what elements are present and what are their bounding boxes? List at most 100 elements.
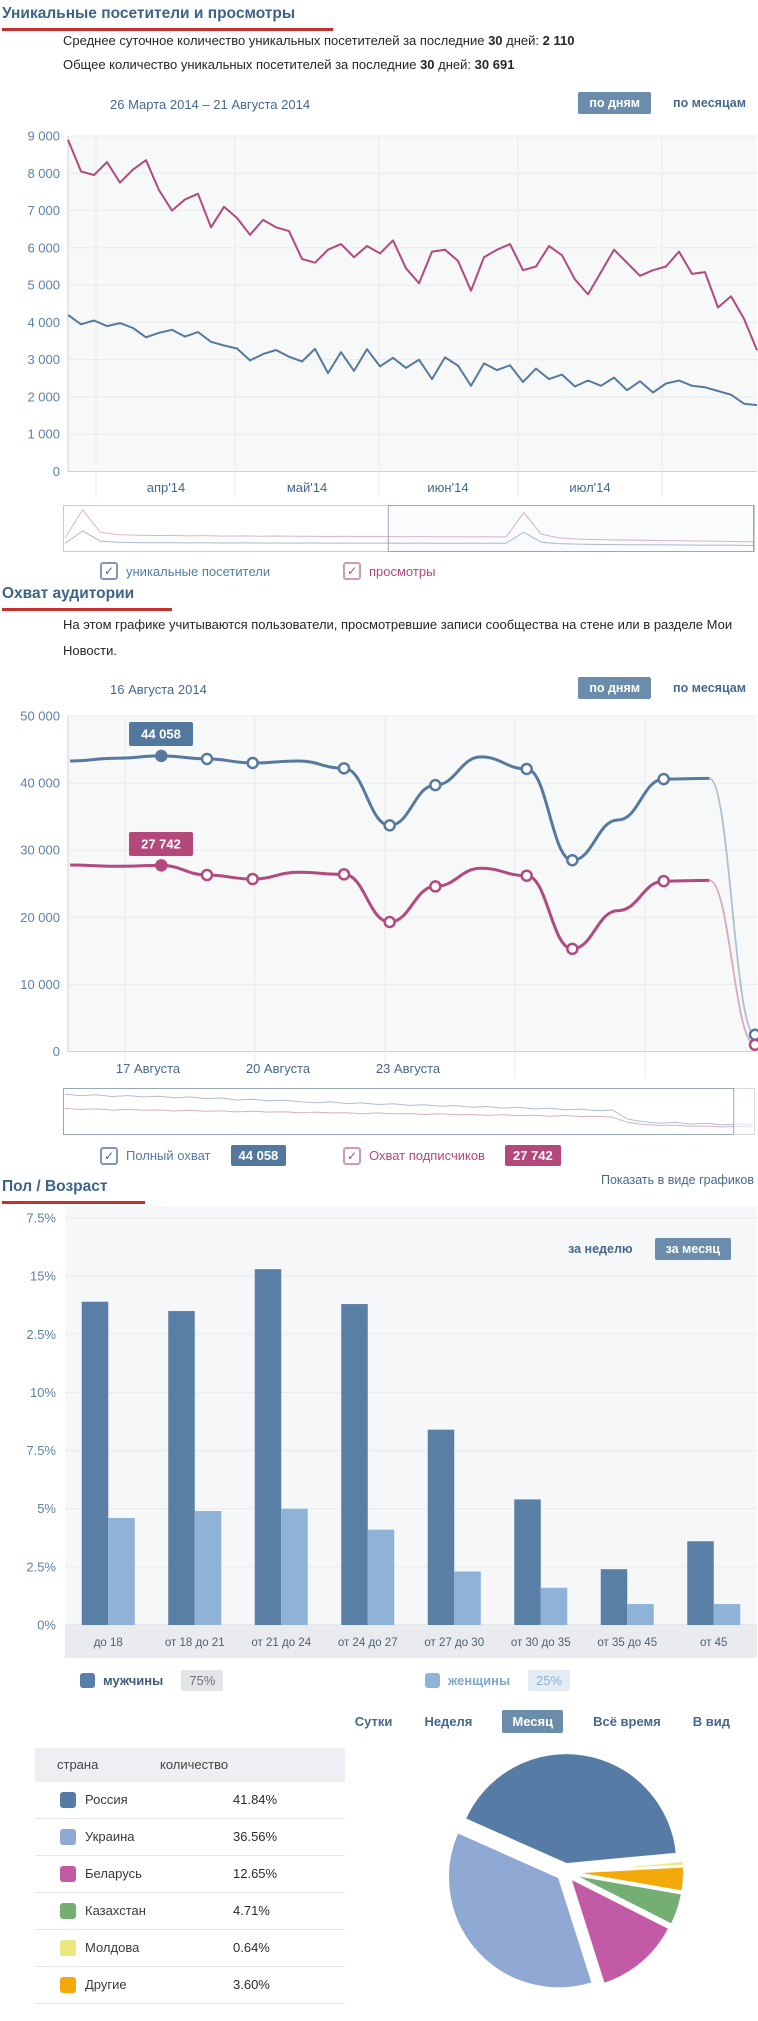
data-point-marker	[200, 868, 214, 882]
chart1-by-months-button[interactable]: по месяцам	[673, 96, 746, 110]
legend-label: мужчины	[103, 1673, 164, 1688]
bar-male[interactable]	[168, 1311, 195, 1625]
country-color-swatch	[60, 1940, 76, 1956]
data-point-marker	[520, 762, 533, 776]
category-label: от 18 до 21	[165, 1637, 225, 1649]
bar-male[interactable]	[427, 1429, 455, 1625]
tab-month[interactable]: Месяц	[502, 1710, 564, 1733]
data-point-marker	[657, 874, 670, 888]
navigator-selection[interactable]	[63, 1088, 735, 1135]
bar-female[interactable]	[627, 1604, 654, 1625]
country-percent: 0.64%	[233, 1940, 270, 1955]
gender-age-chart: 7.5% 15% 2.5% 10% 7.5% 5% 2.5% 0% до 18 от 18 до …	[26, 1206, 757, 1658]
data-point-marker	[429, 880, 442, 893]
section-heading-gender-age: Пол / Возраст	[2, 1178, 146, 1204]
bar-female[interactable]	[713, 1604, 741, 1625]
chart2-by-days-button[interactable]: по дням	[578, 677, 652, 699]
countries-table: страна количество Россия 41.84% Украина 36.…	[35, 1748, 345, 2004]
visitors-line	[67, 314, 758, 407]
y-tick-label: 0	[53, 1044, 60, 1059]
table-row[interactable]: Казахстан 4.71%	[35, 1893, 345, 1930]
legend-full-reach[interactable]: ✓ Полный охват 44 058	[100, 1145, 287, 1166]
navigator-visitors-line	[64, 530, 754, 546]
pie-slice-казахстан[interactable]	[572, 1873, 684, 1926]
selected-point-marker	[155, 859, 168, 872]
reach-chart: 0 10 000 20 000 30 000 40 000 50 000 17 Август…	[20, 709, 758, 1135]
y-tick-label: 2 000	[27, 389, 60, 404]
legend-male[interactable]: мужчины 75%	[80, 1670, 224, 1691]
x-tick-label: май'14	[287, 480, 327, 495]
bar-male[interactable]	[254, 1269, 282, 1625]
country-name: Россия	[85, 1792, 128, 1807]
table-row[interactable]: Молдова 0.64%	[35, 1930, 345, 1967]
female-color-swatch	[425, 1673, 440, 1688]
navigator-selection[interactable]	[387, 505, 754, 552]
data-point-marker	[246, 872, 259, 886]
navigator-full-line	[64, 1093, 754, 1126]
y-tick-label: 3 000	[27, 352, 60, 367]
chart1-date-range: 26 Марта 2014 – 21 Августа 2014	[110, 97, 311, 112]
country-percent: 3.60%	[233, 1977, 270, 1992]
pie-slice-молдова[interactable]	[572, 1859, 685, 1873]
subscribers-reach-value-badge: 27 742	[504, 1145, 561, 1166]
pie-slice-украина[interactable]	[447, 1830, 594, 1990]
legend-subscribers-reach[interactable]: ✓ Охват подписчиков 27 742	[343, 1145, 561, 1166]
bar-male[interactable]	[687, 1541, 714, 1625]
chart2-by-months-button[interactable]: по месяцам	[673, 681, 746, 695]
data-point-marker	[566, 942, 579, 956]
bar-female[interactable]	[367, 1529, 395, 1625]
table-row[interactable]: Беларусь 12.65%	[35, 1856, 345, 1893]
data-point-marker	[383, 819, 396, 832]
country-color-swatch	[60, 1829, 76, 1845]
table-row[interactable]: Другие 3.60%	[35, 1967, 345, 2004]
navigator-views-line	[64, 509, 754, 543]
female-share-badge: 25%	[528, 1670, 571, 1691]
bar-female[interactable]	[454, 1571, 481, 1625]
bar-male[interactable]	[600, 1569, 628, 1625]
tab-as-table[interactable]: В вид	[692, 1714, 730, 1729]
category-label: от 35 до 45	[597, 1637, 657, 1649]
bar-male[interactable]	[341, 1304, 368, 1625]
navigator[interactable]	[63, 1088, 755, 1135]
country-color-swatch	[60, 1977, 76, 1993]
bar-female[interactable]	[108, 1518, 135, 1625]
tab-week[interactable]: Неделя	[424, 1714, 473, 1729]
country-percent: 12.65%	[233, 1866, 278, 1881]
pie-slice-беларусь[interactable]	[568, 1876, 671, 1986]
y-tick-label: 7.5%	[26, 1211, 56, 1226]
checkbox-checked-icon[interactable]: ✓	[343, 1146, 361, 1165]
stat-total-visitors: Общее количество уникальных посетителей …	[63, 57, 515, 72]
tab-day[interactable]: Сутки	[354, 1714, 393, 1729]
bar-female[interactable]	[194, 1511, 222, 1625]
bar-male[interactable]	[81, 1301, 109, 1625]
y-tick-label: 30 000	[20, 843, 60, 858]
plot-background	[68, 136, 757, 472]
show-as-graphs-link[interactable]: Показать в виде графиков	[601, 1173, 754, 1187]
table-row[interactable]: Россия 41.84%	[35, 1782, 345, 1819]
legend-unique-visitors[interactable]: ✓ уникальные посетители	[100, 562, 270, 580]
bar-male[interactable]	[514, 1499, 541, 1625]
tab-all-time[interactable]: Всё время	[593, 1714, 661, 1729]
reach-description: На этом графике учитываются пользователи…	[63, 617, 733, 658]
checkbox-checked-icon[interactable]: ✓	[343, 562, 361, 580]
tooltip-full	[129, 722, 193, 746]
table-row[interactable]: Украина 36.56%	[35, 1819, 345, 1856]
checkbox-checked-icon[interactable]: ✓	[100, 1146, 118, 1165]
male-color-swatch	[80, 1673, 95, 1688]
country-color-swatch	[60, 1792, 76, 1808]
legend-female[interactable]: женщины 25%	[425, 1670, 571, 1691]
chart1-by-days-button[interactable]: по дням	[578, 92, 652, 114]
tooltip-subscribers	[129, 832, 193, 856]
legend-views[interactable]: ✓ просмотры	[343, 562, 435, 580]
pie-slice-россия[interactable]	[463, 1752, 678, 1866]
gender-age-week-button[interactable]: за неделю	[568, 1242, 633, 1256]
bar-female[interactable]	[540, 1587, 568, 1625]
bar-female[interactable]	[281, 1508, 308, 1625]
y-tick-label: 2.5%	[26, 1327, 56, 1342]
pie-slice-другие[interactable]	[572, 1865, 685, 1893]
gender-age-month-button[interactable]: за месяц	[654, 1238, 731, 1260]
category-label: от 45	[700, 1637, 727, 1649]
checkbox-checked-icon[interactable]: ✓	[100, 562, 118, 580]
country-percent: 41.84%	[233, 1792, 278, 1807]
data-point-marker	[657, 772, 670, 786]
